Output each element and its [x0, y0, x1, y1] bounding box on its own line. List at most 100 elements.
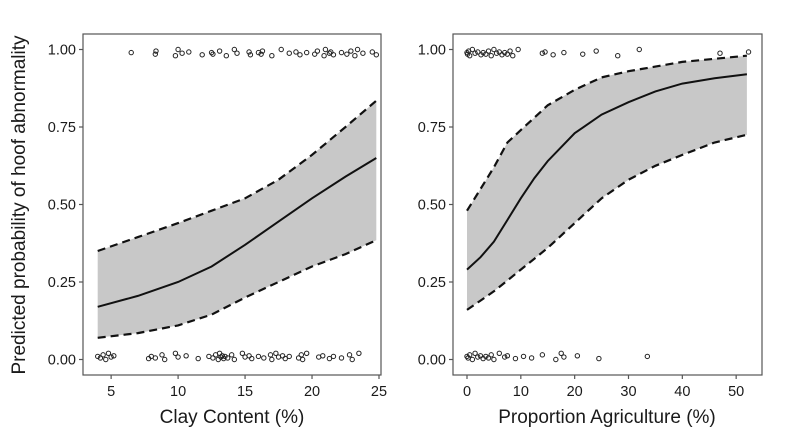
data-point	[322, 46, 329, 53]
data-point	[485, 48, 492, 54]
data-point	[179, 50, 185, 56]
data-point	[246, 49, 252, 55]
data-point	[615, 53, 621, 59]
data-point	[161, 356, 168, 363]
data-point	[593, 48, 599, 54]
data-point	[344, 51, 350, 57]
data-point	[297, 52, 303, 58]
data-point	[298, 352, 305, 358]
data-point	[491, 46, 497, 53]
lower-ci-line	[466, 133, 748, 311]
data-point	[258, 51, 264, 57]
data-point	[175, 46, 181, 53]
data-point	[293, 49, 299, 55]
data-point	[231, 46, 238, 53]
data-point	[152, 355, 159, 361]
confidence-band	[467, 55, 747, 310]
data-point	[239, 350, 246, 356]
data-point	[356, 350, 362, 356]
data-point	[286, 50, 292, 56]
data-point	[267, 352, 274, 358]
x-axis-label-clay: Clay Content (%)	[160, 407, 305, 428]
data-point	[644, 353, 651, 360]
data-point	[466, 53, 473, 59]
data-point	[475, 49, 481, 55]
fitted-line	[97, 157, 377, 308]
data-point	[488, 53, 494, 59]
data-point	[558, 350, 564, 356]
y-tick-label: 0.50	[48, 198, 76, 214]
data-point	[352, 53, 358, 59]
lower-ci-line	[97, 239, 377, 339]
data-point	[320, 353, 326, 359]
data-point	[255, 353, 262, 360]
data-point	[210, 51, 216, 57]
data-point	[542, 49, 548, 55]
data-point	[338, 49, 345, 56]
data-point	[103, 356, 109, 363]
x-tick-label: 25	[371, 384, 387, 400]
y-tick-label: 1.00	[418, 43, 446, 59]
data-point	[348, 48, 354, 54]
y-tick-label: 0.75	[418, 120, 446, 136]
data-point	[224, 355, 231, 361]
data-point	[97, 355, 104, 361]
data-point	[485, 355, 492, 361]
y-tick-label: 1.00	[48, 43, 76, 59]
data-point	[330, 52, 337, 58]
data-point	[512, 355, 519, 362]
x-tick-label: 30	[620, 384, 636, 400]
data-point	[466, 352, 473, 358]
data-point	[469, 356, 476, 363]
data-point	[328, 49, 334, 55]
data-point	[199, 52, 205, 58]
data-point	[128, 49, 134, 56]
data-point	[259, 48, 266, 54]
data-point	[269, 356, 275, 363]
data-point	[186, 49, 192, 55]
y-tick-label: 0.75	[48, 120, 76, 136]
data-point	[349, 356, 355, 363]
data-point	[561, 49, 567, 56]
data-point	[488, 352, 494, 358]
data-point	[561, 354, 567, 360]
data-point	[520, 353, 527, 360]
data-point	[472, 350, 478, 356]
data-point	[282, 355, 288, 362]
y-axis-label: Predicted probability of hoof abnormalit…	[9, 35, 30, 375]
data-point	[234, 50, 240, 56]
data-point	[483, 51, 489, 57]
data-point	[636, 46, 642, 53]
data-point	[515, 46, 521, 53]
data-point	[223, 53, 230, 59]
data-point	[278, 46, 284, 53]
data-point	[469, 46, 476, 53]
data-point	[346, 352, 353, 358]
data-point	[231, 356, 238, 363]
data-point	[246, 353, 252, 359]
data-point	[539, 352, 546, 358]
y-tick-label: 0.25	[48, 275, 76, 291]
data-point	[596, 355, 602, 362]
x-tick-label: 0	[463, 384, 471, 400]
data-point	[303, 49, 310, 56]
data-point	[491, 356, 497, 363]
data-point	[216, 48, 223, 54]
data-point	[95, 353, 101, 360]
data-point	[369, 49, 375, 55]
data-point	[299, 356, 306, 363]
data-point	[580, 51, 586, 57]
data-point	[330, 353, 337, 360]
data-point	[745, 49, 752, 55]
data-point	[303, 350, 310, 356]
data-point	[501, 354, 508, 360]
data-point	[279, 353, 286, 359]
data-point	[528, 355, 535, 361]
x-tick-label: 15	[237, 384, 253, 400]
data-point	[501, 49, 508, 56]
upper-ci-line	[97, 99, 378, 253]
data-point	[539, 50, 546, 56]
x-tick-label: 50	[728, 384, 744, 400]
data-point	[480, 49, 486, 56]
data-point	[159, 352, 165, 358]
